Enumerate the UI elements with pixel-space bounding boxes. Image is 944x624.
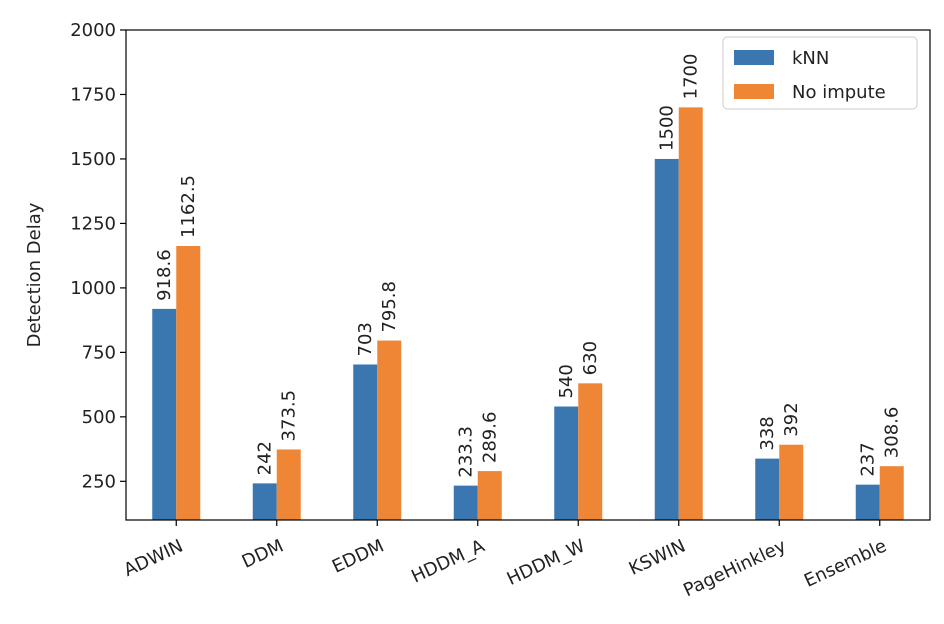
data-label: 1500 (657, 105, 678, 151)
y-tick-label: 1750 (70, 84, 116, 105)
plot-frame (125, 29, 931, 521)
x-tick-label: HDDM_A (408, 535, 488, 587)
bar (554, 406, 579, 520)
x-tick-label: KSWIN (626, 535, 689, 579)
data-label: 918.6 (154, 249, 175, 301)
bar (453, 485, 478, 520)
bar (578, 383, 603, 520)
bar (377, 340, 402, 520)
legend-label: kNN (792, 48, 829, 69)
legend-swatch (734, 50, 774, 65)
y-tick-label: 1250 (70, 213, 116, 234)
x-tick-label: PageHinkley (680, 535, 789, 601)
x-tick-label: EDDM (329, 535, 387, 577)
data-label: 1700 (681, 54, 702, 100)
legend-label: No impute (792, 82, 886, 103)
bar (654, 158, 679, 520)
data-label: 630 (580, 341, 601, 375)
x-tick-label: Ensemble (801, 535, 890, 591)
y-tick-label: 2000 (70, 20, 116, 41)
data-label: 373.5 (279, 390, 300, 442)
x-tick-label: HDDM_W (504, 535, 589, 589)
bar (879, 466, 904, 520)
x-tick-label: ADWIN (121, 535, 187, 581)
bar (678, 107, 703, 521)
y-tick-label: 500 (82, 407, 116, 428)
data-label: 233.3 (456, 426, 477, 478)
data-label: 237 (858, 442, 879, 476)
bar (755, 458, 780, 520)
y-axis-title: Detection Delay (24, 202, 45, 347)
data-label: 308.6 (882, 407, 903, 459)
bar (152, 308, 177, 520)
legend-swatch (734, 84, 774, 99)
legend: kNN No impute (722, 36, 918, 110)
x-axis: ADWIN DDM EDDM HDDM_A HDDM_W KSWINPageHinkley… (121, 520, 890, 601)
data-label: 795.8 (379, 281, 400, 333)
bar (252, 483, 277, 520)
data-label: 392 (781, 402, 802, 436)
y-tick-label: 750 (82, 342, 116, 363)
bar (855, 484, 880, 520)
y-axis: 250 500 750 1000 1250 1500 1750 2000 (70, 20, 126, 492)
bar (779, 444, 804, 520)
bars-group (152, 107, 904, 521)
data-label: 289.6 (480, 412, 501, 464)
data-label: 338 (757, 416, 778, 450)
data-label: 703 (355, 322, 376, 356)
data-label: 540 (556, 364, 577, 398)
bar (353, 364, 378, 520)
bar (276, 449, 301, 520)
y-tick-label: 250 (82, 471, 116, 492)
y-tick-label: 1500 (70, 149, 116, 170)
data-label: 1162.5 (178, 175, 199, 238)
data-label: 242 (255, 441, 276, 475)
bar (176, 245, 201, 520)
y-tick-label: 1000 (70, 278, 116, 299)
bar (477, 471, 502, 520)
x-tick-label: DDM (239, 535, 287, 572)
